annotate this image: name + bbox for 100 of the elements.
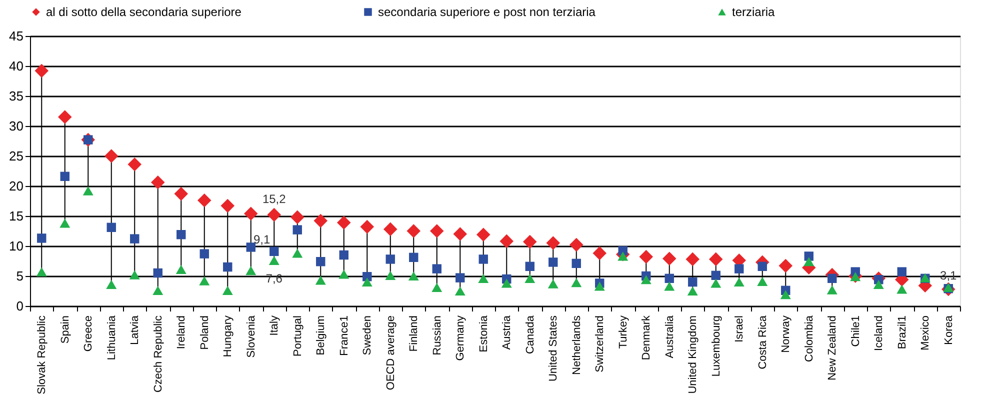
- legend-label: secondaria superiore e post non terziaria: [378, 5, 596, 19]
- legend-label: terziaria: [732, 5, 776, 19]
- point: [734, 277, 744, 287]
- point: [501, 278, 512, 288]
- point: [734, 264, 744, 274]
- x-tick-label: Mexico: [920, 316, 932, 350]
- x-tick-label: Russian: [431, 316, 444, 356]
- point: [664, 274, 674, 284]
- y-tick-label: 20: [9, 178, 24, 194]
- point: [383, 222, 398, 236]
- x-tick-label: Slovenia: [245, 314, 258, 358]
- point: [639, 250, 654, 264]
- point: [104, 149, 118, 163]
- point: [828, 274, 837, 284]
- point: [106, 280, 117, 289]
- point: [662, 252, 676, 266]
- point: [476, 228, 490, 242]
- x-tick-label: Germany: [454, 315, 467, 361]
- point: [478, 274, 489, 283]
- x-tick-label: Chile1: [850, 316, 862, 347]
- point: [153, 268, 162, 278]
- point: [408, 271, 419, 281]
- x-tick-label: Costa Rica: [756, 314, 769, 370]
- point: [36, 267, 47, 276]
- x-tick-label: Korea: [942, 314, 955, 345]
- point: [710, 278, 722, 288]
- point: [316, 256, 326, 266]
- point: [757, 276, 768, 286]
- point: [362, 277, 372, 287]
- point: [687, 286, 698, 296]
- point: [572, 258, 581, 268]
- point: [270, 246, 279, 256]
- point: [454, 286, 466, 296]
- point: [129, 270, 140, 280]
- point: [406, 224, 421, 238]
- point: [150, 176, 165, 190]
- point: [152, 286, 164, 295]
- point: [896, 284, 908, 294]
- y-tick-label: 30: [9, 118, 24, 134]
- point: [268, 256, 280, 265]
- x-tick-label: United Kingdom: [687, 316, 700, 394]
- point: [548, 258, 558, 267]
- point: [804, 252, 814, 261]
- point: [58, 110, 72, 124]
- point: [826, 285, 838, 294]
- point: [592, 246, 607, 260]
- data-label: 15,2: [262, 192, 286, 206]
- x-tick-label: Brazil1: [896, 316, 908, 350]
- point: [223, 262, 232, 272]
- point: [60, 218, 70, 228]
- point: [525, 262, 534, 272]
- point: [456, 273, 465, 282]
- point: [548, 279, 558, 288]
- y-tick-label: 40: [9, 58, 24, 74]
- point: [897, 267, 906, 276]
- point: [409, 252, 418, 262]
- x-tick-label: Italy: [268, 315, 281, 336]
- point: [804, 257, 814, 266]
- data-label: 9,1: [253, 232, 270, 246]
- point: [60, 172, 70, 182]
- y-tick-label: 5: [16, 268, 24, 284]
- point: [222, 286, 233, 295]
- point: [220, 198, 235, 213]
- point: [246, 266, 256, 276]
- point: [338, 270, 350, 279]
- x-tick-label: OECD average: [384, 316, 397, 390]
- point: [478, 254, 488, 264]
- x-tick-label: Portugal: [292, 316, 304, 356]
- point: [385, 270, 396, 280]
- x-tick-label: Belgium: [315, 316, 328, 356]
- x-tick-label: Luxembourg: [710, 316, 722, 377]
- point: [200, 249, 209, 258]
- point: [339, 250, 348, 260]
- point: [174, 186, 188, 201]
- x-tick-label: Hungary: [222, 315, 234, 358]
- point: [618, 246, 628, 256]
- point: [292, 248, 303, 258]
- x-tick-label: Denmark: [640, 315, 653, 360]
- point: [569, 238, 584, 252]
- point: [267, 208, 282, 222]
- point: [106, 222, 116, 232]
- y-tick-label: 0: [16, 298, 24, 314]
- point: [640, 275, 652, 284]
- point: [522, 234, 537, 249]
- x-tick-label: Slovak Republic: [36, 315, 48, 394]
- x-tick-label: Finland: [408, 316, 420, 352]
- point: [34, 64, 49, 78]
- x-tick-label: Canada: [524, 314, 536, 354]
- point: [314, 214, 328, 228]
- point: [432, 282, 442, 292]
- legend-label: al di sotto della secondaria superiore: [46, 5, 242, 19]
- x-tick-label: Spain: [59, 316, 72, 344]
- y-tick-label: 35: [9, 88, 24, 104]
- x-tick-label: Estonia: [478, 314, 490, 352]
- point: [453, 227, 468, 241]
- x-tick-label: New Zealand: [826, 316, 839, 380]
- point: [244, 206, 258, 220]
- x-tick-label: Turkey: [617, 315, 630, 349]
- point: [290, 210, 304, 224]
- x-tick-label: Austria: [501, 314, 514, 350]
